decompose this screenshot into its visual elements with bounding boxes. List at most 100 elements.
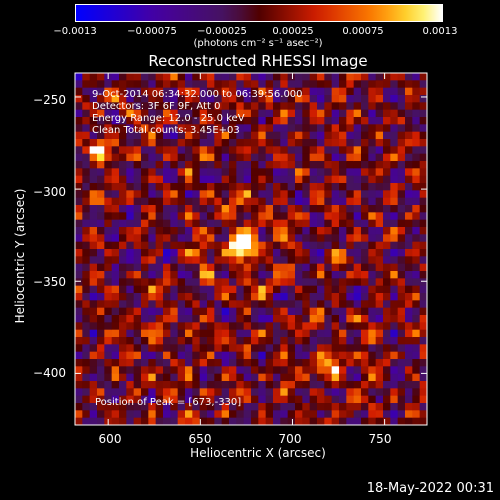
image-pixel (89, 359, 98, 367)
image-pixel (229, 139, 237, 147)
image-pixel (419, 146, 428, 155)
image-pixel (207, 175, 215, 184)
image-pixel (258, 168, 267, 177)
image-pixel (331, 366, 340, 375)
image-pixel (192, 205, 201, 213)
image-pixel (361, 183, 369, 191)
image-pixel (229, 161, 237, 169)
image-pixel (82, 315, 91, 323)
image-pixel (346, 205, 355, 213)
image-pixel (383, 95, 391, 103)
image-pixel (111, 227, 120, 235)
image-pixel (243, 256, 252, 265)
image-pixel (192, 73, 201, 81)
image-pixel (163, 300, 171, 309)
image-pixel (82, 219, 91, 228)
image-pixel (97, 168, 105, 177)
image-pixel (133, 146, 142, 155)
image-pixel (302, 241, 311, 250)
image-pixel (243, 307, 252, 316)
image-pixel (331, 329, 340, 338)
image-pixel (229, 124, 237, 133)
image-pixel (141, 337, 149, 345)
image-pixel (405, 212, 413, 221)
image-pixel (317, 285, 325, 294)
image-pixel (317, 205, 325, 213)
image-pixel (89, 307, 98, 316)
image-pixel (331, 124, 340, 133)
image-pixel (339, 102, 347, 111)
image-pixel (214, 322, 223, 331)
image-pixel (97, 80, 105, 89)
image-pixel (192, 124, 201, 133)
image-pixel (119, 102, 127, 111)
image-pixel (89, 197, 98, 206)
image-pixel (199, 337, 208, 345)
image-pixel (111, 417, 120, 426)
image-pixel (236, 293, 245, 301)
image-pixel (199, 241, 208, 250)
image-pixel (177, 102, 186, 111)
image-pixel (214, 219, 223, 228)
image-pixel (177, 337, 186, 345)
image-pixel (97, 395, 105, 404)
image-pixel (126, 344, 135, 353)
image-pixel (265, 351, 274, 360)
image-pixel (148, 410, 157, 419)
image-pixel (390, 381, 399, 389)
image-pixel (126, 117, 135, 125)
image-pixel (104, 183, 113, 191)
image-pixel (229, 359, 237, 367)
image-pixel (82, 329, 91, 338)
image-pixel (397, 337, 406, 345)
image-pixel (97, 300, 105, 309)
image-pixel (361, 388, 369, 397)
image-pixel (119, 205, 127, 213)
image-pixel (82, 241, 91, 250)
image-pixel (133, 256, 142, 265)
image-pixel (346, 278, 355, 287)
image-pixel (148, 329, 157, 338)
image-pixel (324, 109, 333, 118)
image-pixel (148, 388, 157, 397)
image-pixel (361, 139, 369, 147)
image-pixel (419, 373, 428, 382)
image-pixel (302, 80, 311, 89)
image-pixel (155, 205, 164, 213)
image-pixel (302, 307, 311, 316)
image-pixel (119, 278, 127, 287)
image-pixel (170, 293, 179, 301)
image-pixel (177, 95, 186, 103)
image-pixel (295, 366, 303, 375)
image-pixel (163, 241, 171, 250)
image-pixel (287, 388, 296, 397)
image-pixel (207, 293, 215, 301)
image-pixel (383, 278, 391, 287)
image-pixel (199, 388, 208, 397)
image-pixel (412, 146, 421, 155)
image-pixel (207, 139, 215, 147)
image-pixel (185, 117, 193, 125)
image-pixel (133, 329, 142, 338)
image-pixel (412, 359, 421, 367)
image-pixel (390, 183, 399, 191)
image-pixel (207, 373, 215, 382)
image-pixel (302, 175, 311, 184)
image-pixel (97, 256, 105, 265)
image-pixel (397, 131, 406, 140)
image-pixel (119, 183, 127, 191)
image-pixel (155, 95, 164, 103)
image-pixel (383, 117, 391, 125)
image-pixel (207, 153, 215, 162)
image-pixel (177, 344, 186, 353)
image-pixel (192, 241, 201, 250)
image-pixel (258, 80, 267, 89)
image-pixel (229, 351, 237, 360)
image-pixel (251, 197, 259, 206)
image-pixel (368, 249, 377, 257)
image-pixel (75, 146, 83, 155)
image-pixel (229, 175, 237, 184)
image-pixel (236, 241, 245, 250)
image-pixel (287, 73, 296, 81)
image-pixel (353, 344, 362, 353)
